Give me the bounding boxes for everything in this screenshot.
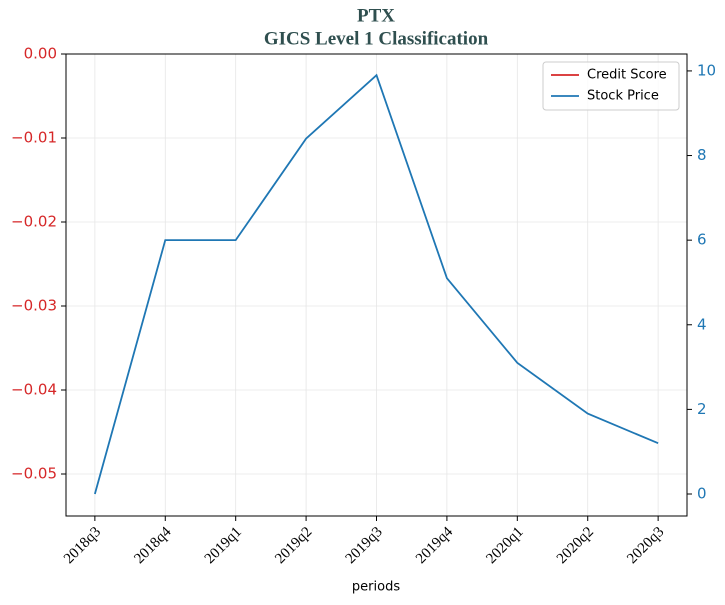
x-tick-label: 2020q3 [624,524,667,567]
x-tick-label: 2020q2 [554,524,597,567]
y2-tick-label: 0 [697,485,707,503]
y2-tick-label: 8 [697,146,707,164]
legend-box [542,61,680,111]
x-tick-label: 2018q3 [61,524,104,567]
x-tick-label: 2019q1 [202,524,245,567]
x-tick-label: 2018q4 [131,524,174,567]
y-tick-label: 0.00 [24,45,57,63]
plot-frame [65,53,688,517]
y2-tick-label: 4 [697,315,707,333]
x-axis-label: periods [352,580,400,595]
legend-label: Stock Price [587,89,659,104]
x-tick-label: 2020q1 [483,524,526,567]
y2-tick-label: 10 [697,61,716,79]
y2-tick-label: 6 [697,231,707,249]
x-tick-label: 2019q2 [272,524,315,567]
y2-tick-label: 2 [697,400,707,418]
x-tick-label: 2019q3 [343,524,386,567]
y-tick-label: −0.02 [11,213,57,231]
x-tick-label: 2019q4 [413,524,456,567]
y-tick-label: −0.04 [11,381,57,399]
series-line [94,73,659,495]
chart-title: PTX [357,5,395,26]
y-tick-label: −0.03 [11,297,57,315]
y-tick-label: −0.05 [11,465,57,483]
legend-label: Credit Score [587,68,667,83]
chart-subtitle: GICS Level 1 Classification [264,28,489,49]
y-tick-label: −0.01 [11,129,57,147]
